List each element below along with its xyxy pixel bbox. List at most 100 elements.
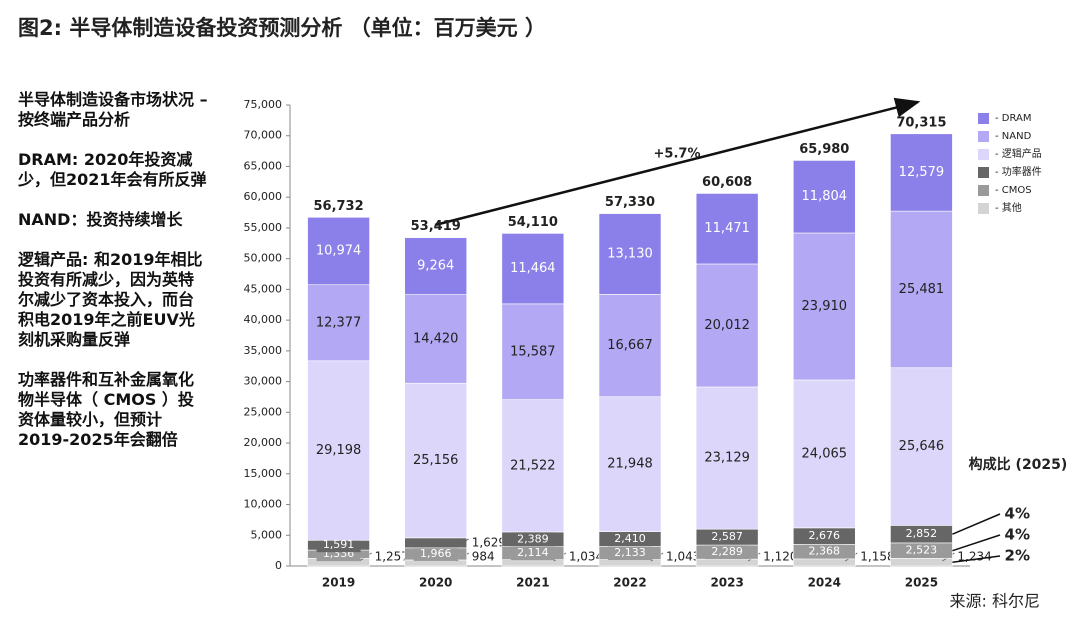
label-box [705,545,750,560]
value-label: 1,966 [420,547,452,560]
value-label: 25,646 [899,439,945,454]
total-label: 53,419 [411,219,461,234]
y-tick-label: 5,000 [251,528,283,541]
bar-segment [598,213,662,295]
value-label: 2,368 [809,545,841,558]
label-leader [456,538,469,548]
bar-segment [695,193,759,265]
value-label: 13,130 [607,246,653,261]
label-box [510,546,555,561]
x-tick-label: 2020 [419,576,452,590]
x-tick-label: 2022 [613,576,646,590]
value-label: 11,471 [704,221,750,236]
bar-segment [890,367,953,526]
legend-label: - 其他 [995,201,1022,214]
source: 来源: 科尔尼 [950,592,1040,611]
value-label: 25,156 [413,453,459,468]
composition-title: 构成比 (2025) [969,456,1068,473]
value-label: 2,133 [614,546,646,559]
note: 半导体制造设备市场状况 – 按终端产品分析 [18,90,208,129]
legend-label: - 功率器件 [995,165,1042,178]
bar-segment [695,263,759,388]
value-label: 12,377 [316,315,362,330]
y-tick-label: 40,000 [244,313,283,326]
y-tick-label: 20,000 [244,436,283,449]
value-label: 11,804 [802,189,848,204]
y-tick-label: 70,000 [244,129,283,142]
bar-segment [501,399,565,533]
bar-segment [307,284,370,362]
legend-swatch [978,131,989,142]
x-tick-label: 2024 [808,576,841,590]
value-label: 2,676 [809,529,841,542]
total-label: 56,732 [313,199,363,214]
value-label: 23,910 [802,299,848,314]
growth-label: +5.7% [654,147,701,162]
value-label: 2,389 [517,532,549,545]
note: NAND：投资持续增长 [18,210,183,229]
value-label: 16,667 [607,338,653,353]
label-box [899,527,944,542]
composition-leader [952,513,1001,535]
y-tick-label: 0 [275,559,282,572]
x-tick-label: 2021 [516,576,549,590]
bar-segment [598,396,662,532]
value-label: 23,129 [704,451,750,466]
value-label: 2,523 [906,544,938,557]
note: 逻辑产品: 和2019年相比投资有所减少，因为英特尔减少了资本投入，而台积电20… [18,250,203,349]
value-label: 1,158 [860,550,894,564]
label-box [608,532,652,547]
y-tick-label: 60,000 [244,190,283,203]
y-tick-label: 10,000 [244,498,283,511]
y-tick-label: 15,000 [244,467,283,480]
legend-label: - 逻辑产品 [995,147,1042,160]
value-label: 15,587 [510,344,556,359]
value-label: 2,289 [711,545,743,558]
bar-segment [501,303,565,400]
growth-arrow [434,97,921,227]
value-label: 1,120 [763,550,797,564]
value-label: 20,012 [704,318,750,333]
bar-segment [792,379,856,529]
value-label: 2,114 [517,546,549,559]
bar-segment [792,160,856,234]
total-label: 70,315 [896,115,946,130]
note: DRAM: 2020年投资减少，但2021年会有所反弹 [18,150,207,189]
notes: 半导体制造设备市场状况 – 按终端产品分析 DRAM: 2020年投资减少，但20… [18,90,208,470]
legend-swatch [978,185,989,196]
composition-leader [952,555,1001,563]
note: 功率器件和互补金属氧化物半导体（ CMOS ）投资体量较小，但预计2019-20… [18,370,195,449]
title: 图2: 半导体制造设备投资预测分析 （单位：百万美元 ） [18,16,546,40]
bar-segment [792,232,856,381]
bar-segment [307,216,370,286]
value-label: 21,948 [607,457,653,472]
y-tick-label: 55,000 [244,221,283,234]
value-label: 14,420 [413,331,459,346]
value-label: 1,257 [375,550,409,564]
label-box [413,546,458,561]
legend-swatch [978,149,989,160]
value-label: 2,410 [614,532,646,545]
composition-label: 2% [1005,547,1030,565]
value-label: 11,464 [510,261,556,276]
composition-label: 4% [1005,505,1030,523]
y-tick-label: 25,000 [244,405,283,418]
value-label: 12,579 [899,165,945,180]
value-label: 1,034 [569,550,603,564]
legend-swatch [978,167,989,178]
value-label: 2,852 [906,527,938,540]
bar-segment [404,237,468,295]
bar-segment [501,233,565,305]
value-label: 1,629 [472,535,506,549]
bar-segment [695,386,759,530]
x-tick-label: 2023 [710,576,743,590]
bar-segment [890,558,953,567]
y-tick-label: 65,000 [244,159,283,172]
x-tick-label: 2019 [322,576,355,590]
value-label: 984 [472,550,495,564]
x-tick-label: 2025 [905,576,938,590]
label-box [705,530,750,545]
bar-segment [404,294,468,384]
